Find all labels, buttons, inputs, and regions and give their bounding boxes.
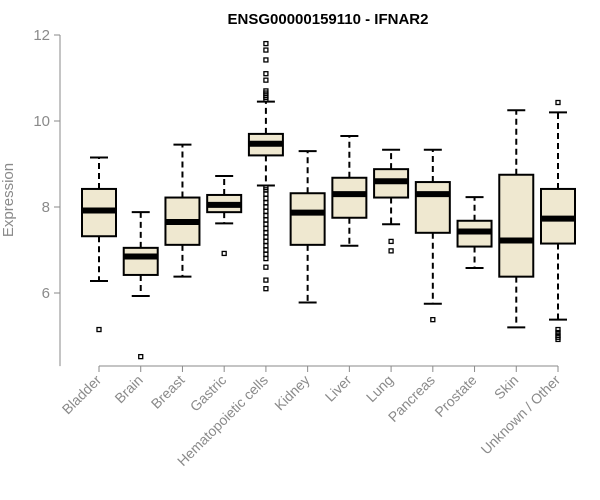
box-group: [456, 196, 493, 270]
x-tick-label: Brain: [111, 372, 145, 406]
x-tick-label: Kidney: [271, 372, 313, 414]
y-tick-label: 10: [33, 113, 50, 130]
x-tick-label: Bladder: [59, 372, 105, 418]
outlier-point: [263, 208, 269, 214]
outlier-point: [430, 317, 436, 323]
outlier-point: [263, 204, 269, 210]
outlier-point: [263, 247, 269, 253]
x-tick-label: Liver: [322, 372, 355, 405]
y-tick-label: 12: [33, 27, 50, 44]
outlier-point: [263, 212, 269, 219]
outlier-point: [263, 234, 269, 240]
y-tick-label: 6: [42, 285, 50, 302]
outlier-point: [263, 77, 269, 83]
box-iqr: [498, 173, 535, 278]
outlier-point: [263, 47, 269, 53]
box-iqr: [414, 181, 451, 234]
box-iqr: [331, 176, 368, 219]
outlier-point: [263, 277, 269, 283]
box-series: [81, 40, 576, 360]
box-group: [122, 211, 159, 360]
box-group: [331, 135, 368, 247]
outlier-point: [263, 96, 269, 103]
x-tick-label: Skin: [491, 372, 522, 403]
outlier-point: [555, 336, 561, 343]
outlier-point: [388, 238, 394, 245]
box-group: [540, 99, 576, 343]
outlier-point: [263, 191, 269, 197]
outlier-point: [388, 248, 394, 254]
box-group: [373, 148, 410, 254]
box-group: [81, 156, 117, 333]
outlier-point: [263, 251, 269, 257]
x-tick-label: Lung: [363, 372, 396, 405]
x-tick-label: Prostate: [431, 372, 479, 420]
outlier-point: [263, 71, 269, 77]
outlier-point: [263, 200, 269, 206]
outlier-point: [263, 40, 269, 47]
y-tick-label: 8: [42, 199, 50, 216]
outlier-point: [263, 243, 269, 249]
box-group: [164, 143, 201, 278]
outlier-point: [555, 326, 561, 333]
outlier-point: [263, 217, 269, 223]
outlier-point: [555, 99, 561, 106]
outlier-point: [263, 230, 269, 236]
x-tick-label: Breast: [148, 372, 188, 412]
outlier-point: [263, 264, 269, 270]
y-axis-label: Expression: [0, 163, 17, 237]
box-group: [498, 109, 535, 329]
outlier-point: [263, 57, 269, 63]
outlier-point: [263, 286, 269, 292]
box-iqr: [289, 192, 326, 246]
outlier-point: [221, 250, 227, 257]
outlier-point: [138, 353, 144, 360]
box-iqr: [122, 246, 159, 276]
outlier-point: [263, 225, 269, 232]
box-group: [289, 150, 326, 304]
outlier-point: [263, 221, 269, 227]
outlier-point: [263, 195, 269, 202]
y-axis: 6 8 10 12: [33, 27, 61, 367]
outlier-point: [263, 255, 269, 262]
box-group: [414, 148, 451, 323]
chart-title: ENSG00000159110 - IFNAR2: [228, 11, 429, 28]
outlier-point: [96, 326, 102, 333]
box-group: [206, 175, 243, 257]
x-tick-label: Unknown / Other: [478, 372, 564, 458]
box-group: [247, 40, 284, 292]
outlier-point: [263, 238, 269, 245]
